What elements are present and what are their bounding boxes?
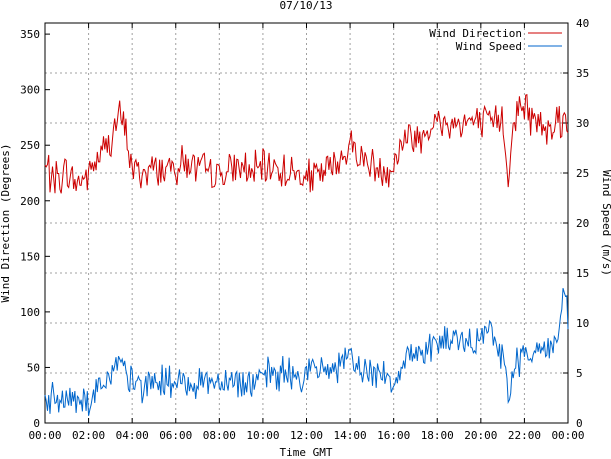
y2-tick-label: 20 (576, 217, 589, 230)
chart-title: 07/10/13 (280, 0, 333, 12)
y-tick-label: 200 (20, 195, 40, 208)
x-tick-label: 16:00 (377, 429, 410, 442)
legend: Wind Direction Wind Speed (429, 27, 562, 53)
x-tick-label: 04:00 (116, 429, 149, 442)
y2-tick-label: 35 (576, 67, 589, 80)
y2-tick-label: 0 (576, 417, 583, 430)
y-tick-label: 350 (20, 28, 40, 41)
y-axis-label: Wind Direction (Degrees) (0, 144, 12, 303)
y-tick-label: 150 (20, 250, 40, 263)
y2-tick-label: 30 (576, 117, 589, 130)
y2-tick-label: 10 (576, 317, 589, 330)
wind-speed-line (44, 288, 569, 416)
x-tick-label: 06:00 (159, 429, 192, 442)
wind-direction-line (44, 94, 569, 194)
y-tick-label: 100 (20, 306, 40, 319)
axis-ticks: 00:00 02:00 04:00 06:00 08:00 10:00 12:00 14:00… (20, 17, 589, 442)
x-tick-label: 20:00 (464, 429, 497, 442)
x-axis-label: Time GMT (280, 446, 333, 459)
x-tick-label: 10:00 (246, 429, 279, 442)
x-tick-label: 00:00 (28, 429, 61, 442)
legend-label-speed: Wind Speed (456, 40, 522, 53)
y2-tick-label: 5 (576, 367, 583, 380)
grid-lines (45, 23, 568, 423)
x-tick-label: 18:00 (421, 429, 454, 442)
legend-label-direction: Wind Direction (429, 27, 522, 40)
x-tick-label: 00:00 (551, 429, 584, 442)
y2-axis-label: Wind Speed (m/s) (600, 170, 611, 276)
y2-tick-label: 25 (576, 167, 589, 180)
y-tick-label: 300 (20, 84, 40, 97)
y-tick-label: 50 (27, 361, 40, 374)
x-tick-label: 22:00 (508, 429, 541, 442)
x-tick-label: 14:00 (334, 429, 367, 442)
x-tick-label: 08:00 (203, 429, 236, 442)
y-tick-label: 0 (33, 417, 40, 430)
y2-tick-label: 40 (576, 17, 589, 30)
y-tick-label: 250 (20, 139, 40, 152)
series-layer (44, 94, 569, 416)
x-tick-label: 12:00 (290, 429, 323, 442)
y2-tick-label: 15 (576, 267, 589, 280)
x-tick-label: 02:00 (72, 429, 105, 442)
